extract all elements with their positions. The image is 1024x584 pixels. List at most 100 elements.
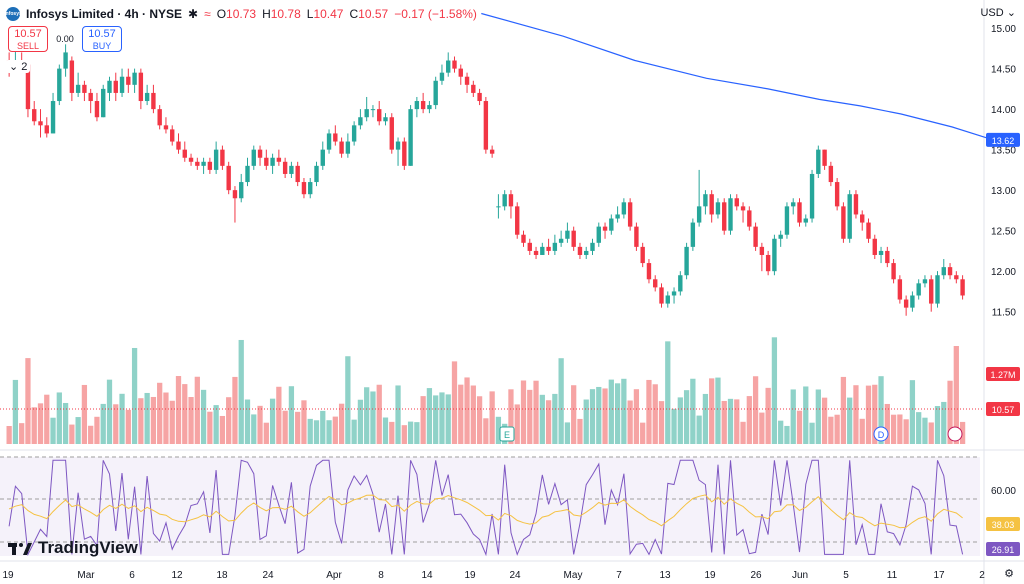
candle-body[interactable] — [314, 165, 319, 183]
candle-body[interactable] — [885, 250, 890, 264]
asterisk-icon[interactable]: ✱ — [188, 7, 199, 21]
candle-body[interactable] — [351, 125, 357, 142]
dividend-marker[interactable] — [873, 426, 889, 442]
candle-body[interactable] — [257, 149, 263, 158]
candle-body[interactable] — [207, 161, 213, 170]
candle-body[interactable] — [138, 72, 144, 102]
candle-body[interactable] — [182, 149, 187, 158]
candle-body[interactable] — [715, 202, 721, 215]
candle-body[interactable] — [960, 279, 965, 296]
candle-body[interactable] — [69, 60, 75, 93]
candle-body[interactable] — [220, 149, 225, 166]
candle-body[interactable] — [916, 283, 921, 296]
candle-body[interactable] — [665, 295, 670, 304]
candle-body[interactable] — [471, 84, 476, 93]
candle-body[interactable] — [364, 109, 369, 118]
candle-body[interactable] — [402, 141, 407, 166]
candle-body[interactable] — [452, 60, 457, 69]
candle-body[interactable] — [151, 92, 156, 110]
candle-body[interactable] — [627, 202, 633, 227]
candle-body[interactable] — [558, 238, 564, 243]
candle-body[interactable] — [88, 92, 93, 102]
candle-body[interactable] — [439, 72, 445, 81]
candle-body[interactable] — [596, 226, 601, 243]
candle-body[interactable] — [584, 250, 589, 255]
candle-body[interactable] — [772, 238, 777, 272]
candle-body[interactable] — [947, 267, 953, 276]
waves-icon[interactable]: ≈ — [204, 7, 211, 21]
gear-icon[interactable]: ⚙ — [1004, 568, 1014, 580]
candle-body[interactable] — [383, 117, 388, 122]
candle-body[interactable] — [44, 125, 49, 134]
candle-body[interactable] — [778, 234, 783, 239]
candle-body[interactable] — [282, 161, 288, 174]
candle-body[interactable] — [358, 117, 363, 126]
candle-body[interactable] — [489, 149, 495, 154]
candle-body[interactable] — [477, 92, 482, 102]
candle-body[interactable] — [101, 88, 106, 118]
candle-body[interactable] — [571, 230, 576, 247]
candle-body[interactable] — [107, 80, 112, 93]
candle-body[interactable] — [57, 68, 62, 102]
candle-body[interactable] — [759, 246, 765, 255]
candle-body[interactable] — [922, 279, 928, 284]
candle-body[interactable] — [496, 206, 501, 208]
candle-body[interactable] — [860, 214, 865, 223]
candle-body[interactable] — [63, 52, 68, 69]
candle-body[interactable] — [464, 76, 470, 85]
candle-body[interactable] — [866, 222, 871, 239]
candle-body[interactable] — [119, 76, 125, 93]
candle-body[interactable] — [239, 182, 244, 199]
candle-body[interactable] — [797, 202, 802, 223]
candle-body[interactable] — [433, 80, 438, 106]
candle-body[interactable] — [389, 117, 394, 150]
candle-body[interactable] — [527, 242, 532, 251]
candle-body[interactable] — [734, 198, 739, 207]
candle-body[interactable] — [552, 242, 558, 251]
candle-body[interactable] — [753, 226, 758, 247]
candle-body[interactable] — [533, 250, 539, 255]
candle-body[interactable] — [232, 190, 238, 199]
candle-body[interactable] — [577, 246, 583, 255]
candle-body[interactable] — [565, 230, 570, 239]
indicators-toggle[interactable]: ⌄ 2 — [6, 60, 31, 73]
candle-body[interactable] — [245, 165, 250, 183]
candle-body[interactable] — [427, 105, 432, 110]
candle-body[interactable] — [910, 295, 915, 308]
candle-body[interactable] — [295, 165, 300, 183]
candle-body[interactable] — [659, 287, 664, 304]
sell-button[interactable]: 10.57 SELL — [8, 26, 48, 52]
symbol-title[interactable]: Infosys Limited · 4h · NYSE — [26, 7, 183, 21]
candle-body[interactable] — [791, 202, 796, 207]
candle-body[interactable] — [834, 182, 840, 207]
candle-body[interactable] — [515, 206, 520, 235]
candle-body[interactable] — [765, 254, 771, 272]
candle-body[interactable] — [82, 84, 87, 93]
candle-body[interactable] — [709, 194, 714, 215]
candle-body[interactable] — [646, 263, 652, 280]
candle-body[interactable] — [289, 165, 294, 174]
candle-body[interactable] — [809, 173, 815, 219]
candle-body[interactable] — [540, 246, 545, 255]
candle-body[interactable] — [377, 109, 382, 122]
earnings-marker[interactable] — [499, 426, 515, 442]
candle-body[interactable] — [684, 246, 689, 276]
candle-body[interactable] — [414, 101, 420, 110]
candle-body[interactable] — [270, 157, 275, 166]
candle-body[interactable] — [308, 182, 313, 195]
alert-marker-icon[interactable] — [947, 426, 963, 442]
candle-body[interactable] — [621, 202, 627, 215]
candle-body[interactable] — [157, 109, 162, 126]
candle-body[interactable] — [188, 157, 194, 162]
candle-body[interactable] — [502, 194, 507, 207]
candle-body[interactable] — [703, 194, 708, 207]
candle-body[interactable] — [954, 275, 959, 280]
buy-button[interactable]: 10.57 BUY — [82, 26, 122, 52]
candle-body[interactable] — [903, 299, 909, 308]
candle-body[interactable] — [163, 125, 169, 130]
candle-body[interactable] — [853, 194, 859, 215]
candle-body[interactable] — [740, 206, 746, 211]
candle-body[interactable] — [897, 279, 903, 300]
candle-body[interactable] — [822, 149, 827, 166]
candle-body[interactable] — [929, 279, 934, 304]
